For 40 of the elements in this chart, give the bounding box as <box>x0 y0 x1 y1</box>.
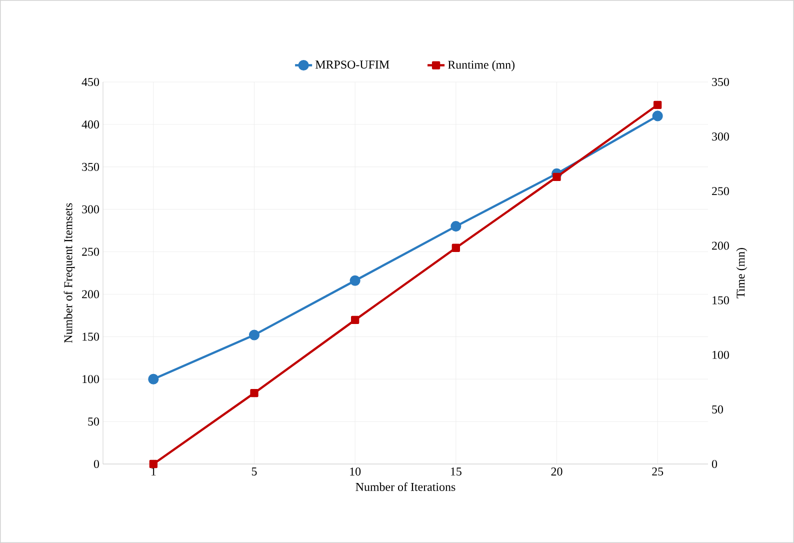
point <box>652 110 663 122</box>
y-tick-label: 300 <box>82 205 100 214</box>
y2-tick-label: 200 <box>712 242 729 250</box>
point <box>654 100 662 109</box>
point <box>450 221 462 232</box>
point <box>149 460 158 468</box>
y-tick-label: 350 <box>82 162 100 171</box>
y2-tick-label: 300 <box>712 132 729 141</box>
x-tick-label: 5 <box>252 468 257 476</box>
y-tick-label: 0 <box>94 460 100 468</box>
x-tick-label: 25 <box>652 468 664 476</box>
point <box>250 388 258 398</box>
x-tick-label: 1 <box>151 468 156 476</box>
point <box>248 330 260 340</box>
y-tick-label: 50 <box>88 418 100 426</box>
x-axis-title: Number of Iterations <box>356 482 456 491</box>
y2-tick-label: 100 <box>712 350 729 359</box>
y2-tick-label: 350 <box>712 78 729 86</box>
y2-tick-label: 250 <box>712 187 729 196</box>
y2-axis-title: Time (mn) <box>736 248 748 298</box>
x-tick-label: 15 <box>450 468 462 476</box>
y-tick-label: 250 <box>82 248 100 256</box>
point <box>148 374 159 384</box>
y2-tick-label: 0 <box>712 460 718 468</box>
y-tick-label: 400 <box>82 120 100 128</box>
y-tick-label: 450 <box>82 78 100 86</box>
point <box>552 172 561 182</box>
legend-label: MRPSO-UFIM <box>316 60 390 69</box>
point <box>350 275 360 286</box>
point <box>351 316 360 324</box>
y-tick-label: 100 <box>82 375 100 384</box>
y2-tick-label: 50 <box>712 405 724 414</box>
x-tick-label: 20 <box>551 468 562 476</box>
point <box>452 244 460 252</box>
x-tick-label: 10 <box>350 468 361 476</box>
y2-tick-label: 150 <box>712 296 729 304</box>
y-tick-label: 150 <box>82 332 100 341</box>
y-tick-label: 200 <box>82 290 100 298</box>
legend-label: Runtime (mn) <box>448 60 515 72</box>
y-axis-title: Number of Frequent Itemsets <box>64 203 75 343</box>
